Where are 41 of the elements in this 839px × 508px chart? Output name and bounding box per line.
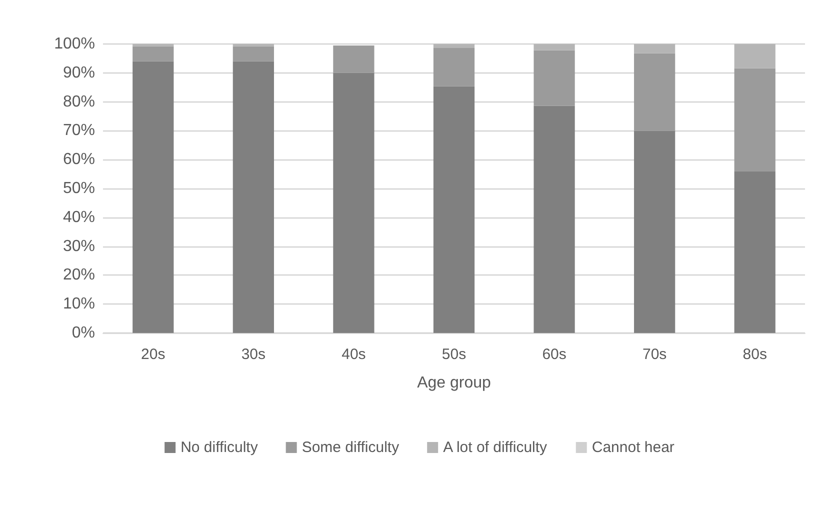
y-tick-label: 70%: [62, 122, 95, 140]
x-tick-label: 60s: [542, 346, 566, 363]
y-tick-label: 50%: [62, 180, 95, 197]
bar: [534, 50, 575, 106]
legend-label: No difficulty: [180, 439, 258, 456]
y-tick-label: 90%: [62, 64, 95, 82]
bar: [232, 61, 274, 333]
y-tick-label: 60%: [62, 151, 95, 168]
x-tick-label: 80s: [742, 346, 767, 363]
x-axis-title: Age group: [417, 374, 492, 392]
bar: [534, 106, 575, 333]
bar: [734, 68, 776, 172]
y-tick-label: 80%: [62, 93, 95, 110]
bar: [433, 86, 475, 333]
bar: [734, 171, 776, 333]
x-tick-label: 30s: [241, 346, 266, 363]
y-tick-label: 30%: [62, 238, 95, 255]
x-tick-label: 40s: [342, 346, 366, 363]
bar: [634, 130, 676, 333]
bar: [232, 46, 274, 62]
x-tick-label: 20s: [141, 346, 166, 363]
bar: [433, 48, 475, 86]
y-tick-label: 100%: [54, 36, 95, 52]
y-tick-label: 0%: [72, 324, 95, 342]
legend-label: A lot of difficulty: [443, 439, 548, 456]
bar: [634, 44, 676, 54]
bar: [132, 61, 174, 333]
x-tick-label: 70s: [642, 346, 667, 363]
legend-label: Some difficulty: [302, 439, 400, 456]
y-tick-label: 40%: [62, 208, 95, 226]
y-tick-label: 20%: [62, 266, 95, 284]
bar: [634, 53, 676, 131]
bar: [734, 44, 776, 68]
bar: [132, 46, 174, 62]
legend-label: Cannot hear: [592, 439, 674, 456]
x-tick-label: 50s: [442, 346, 466, 363]
bar: [534, 44, 575, 50]
bar: [433, 44, 475, 48]
y-tick-label: 10%: [62, 296, 95, 313]
bar: [333, 45, 374, 73]
bar: [333, 72, 374, 333]
